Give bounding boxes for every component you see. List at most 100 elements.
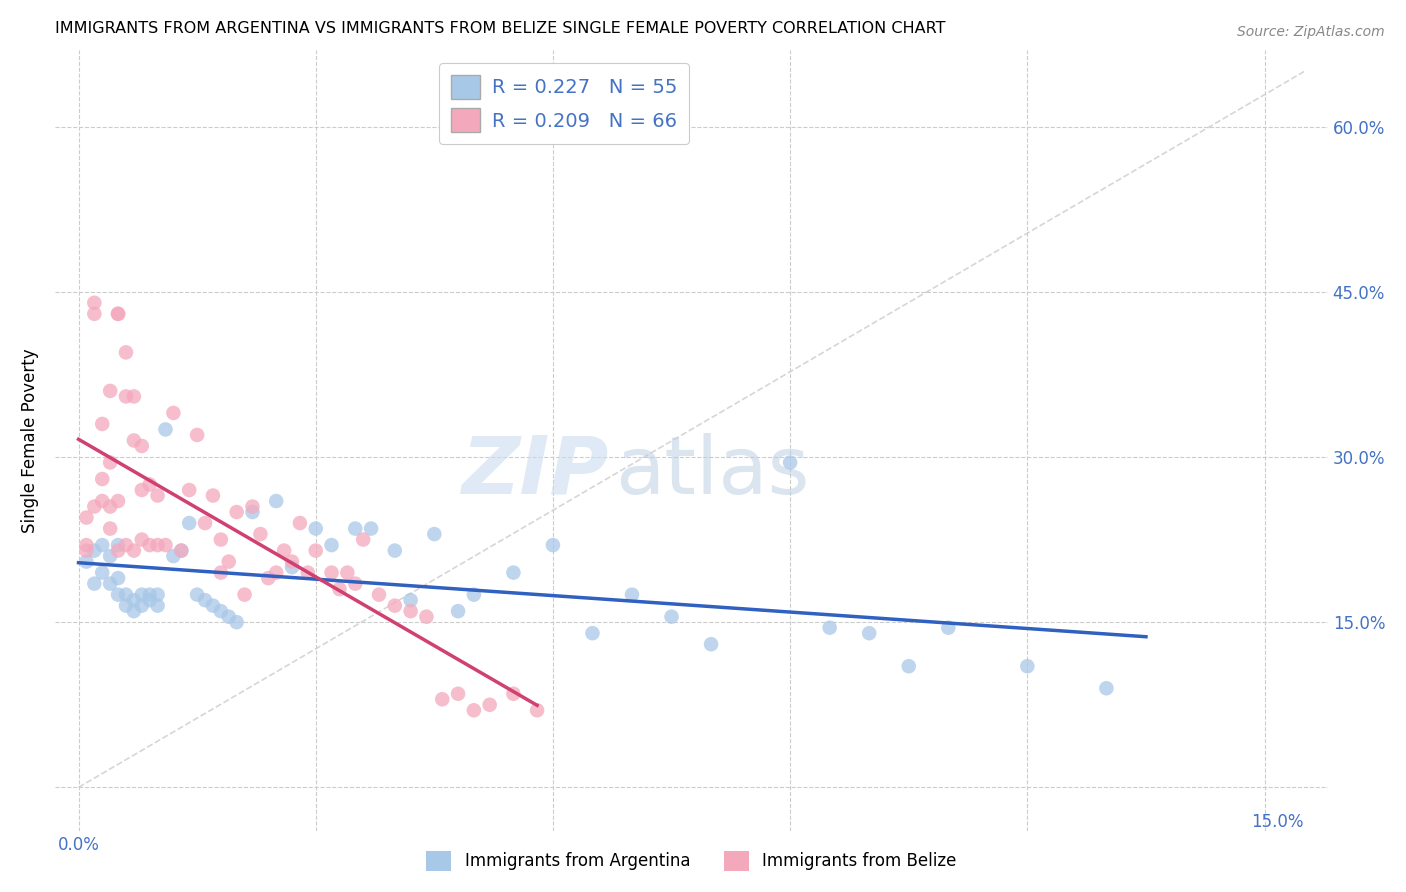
Text: ZIP: ZIP [461, 433, 609, 511]
Point [131, 483, 153, 497]
Point [170, 543, 193, 558]
Point [257, 571, 280, 585]
Point [328, 582, 350, 596]
Point [194, 593, 217, 607]
Text: Source: ZipAtlas.com: Source: ZipAtlas.com [1237, 25, 1385, 39]
Point [98, 455, 121, 469]
Point [98, 576, 121, 591]
Point [463, 703, 485, 717]
Point [107, 543, 129, 558]
Point [146, 588, 169, 602]
Point [541, 538, 564, 552]
Point [131, 439, 153, 453]
Point [305, 543, 328, 558]
Point [98, 384, 121, 398]
Point [83, 543, 105, 558]
Point [368, 588, 391, 602]
Point [138, 588, 160, 602]
Point [146, 489, 169, 503]
Point [155, 538, 177, 552]
Point [146, 599, 169, 613]
Point [209, 566, 232, 580]
Text: atlas: atlas [614, 433, 810, 511]
Point [170, 543, 193, 558]
Point [75, 543, 97, 558]
Point [91, 472, 114, 486]
Point [1017, 659, 1039, 673]
Point [399, 604, 422, 618]
Point [447, 687, 470, 701]
Point [502, 687, 524, 701]
Point [201, 599, 224, 613]
Point [344, 522, 367, 536]
Point [305, 522, 328, 536]
Text: IMMIGRANTS FROM ARGENTINA VS IMMIGRANTS FROM BELIZE SINGLE FEMALE POVERTY CORREL: IMMIGRANTS FROM ARGENTINA VS IMMIGRANTS … [55, 21, 945, 36]
Y-axis label: Single Female Poverty: Single Female Poverty [21, 348, 39, 533]
Point [98, 500, 121, 514]
Point [122, 604, 145, 618]
Point [75, 510, 97, 524]
Point [115, 345, 138, 359]
Point [463, 588, 485, 602]
Point [75, 538, 97, 552]
Point [115, 389, 138, 403]
Point [138, 593, 160, 607]
Point [194, 516, 217, 530]
Point [936, 621, 959, 635]
Point [115, 599, 138, 613]
Point [201, 489, 224, 503]
Point [264, 566, 287, 580]
Point [344, 576, 367, 591]
Point [225, 615, 247, 630]
Point [91, 417, 114, 431]
Point [897, 659, 920, 673]
Point [131, 588, 153, 602]
Point [249, 527, 271, 541]
Point [399, 593, 422, 607]
Point [447, 604, 470, 618]
Point [700, 637, 723, 651]
Point [91, 566, 114, 580]
Point [502, 566, 524, 580]
Point [83, 500, 105, 514]
Point [131, 599, 153, 613]
Point [415, 609, 437, 624]
Point [91, 494, 114, 508]
Point [107, 538, 129, 552]
Point [242, 500, 264, 514]
Point [98, 549, 121, 563]
Point [115, 588, 138, 602]
Point [297, 566, 319, 580]
Point [107, 588, 129, 602]
Point [242, 505, 264, 519]
Point [818, 621, 841, 635]
Point [209, 604, 232, 618]
Point [384, 599, 406, 613]
Point [122, 593, 145, 607]
Point [91, 538, 114, 552]
Point [336, 566, 359, 580]
Point [233, 588, 256, 602]
Point [122, 543, 145, 558]
Point [179, 483, 201, 497]
Point [186, 428, 208, 442]
Point [107, 307, 129, 321]
Point [281, 555, 304, 569]
Point [107, 494, 129, 508]
Point [209, 533, 232, 547]
Point [621, 588, 644, 602]
Point [218, 609, 240, 624]
Point [360, 522, 382, 536]
Point [779, 455, 801, 469]
Point [179, 516, 201, 530]
Point [321, 566, 343, 580]
Point [98, 522, 121, 536]
Point [858, 626, 880, 640]
Point [478, 698, 501, 712]
Point [225, 505, 247, 519]
Point [352, 533, 374, 547]
Point [138, 477, 160, 491]
Point [384, 543, 406, 558]
Point [264, 494, 287, 508]
Point [273, 543, 295, 558]
